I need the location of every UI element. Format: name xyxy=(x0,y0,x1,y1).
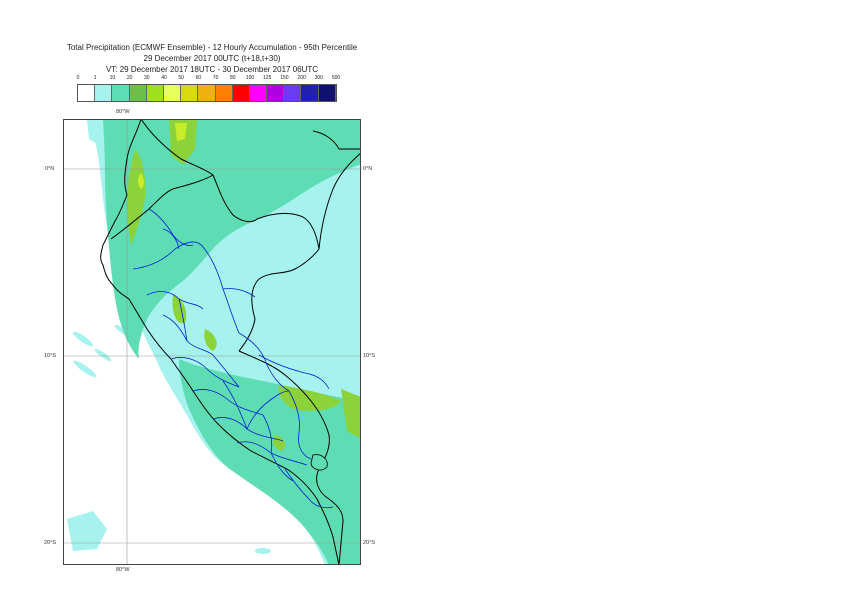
country-border-colombia-ecuador xyxy=(140,119,214,176)
legend-label: 200 xyxy=(297,75,306,81)
legend-label: 20 xyxy=(126,75,133,81)
country-border-venezuela xyxy=(312,130,361,150)
legend-swatch xyxy=(284,85,302,101)
precip-streak xyxy=(255,548,271,554)
chart-title: Total Precipitation (ECMWF Ensemble) - 1… xyxy=(66,43,358,52)
legend-label: 10 xyxy=(109,75,116,81)
legend-swatch xyxy=(163,85,182,101)
legend-label: 500 xyxy=(331,75,341,81)
precip-area-20-30mm xyxy=(204,329,217,351)
lon-label-top: 80°W xyxy=(116,109,130,115)
country-border-peru-brazil xyxy=(238,350,330,436)
country-border-ecuador-south xyxy=(110,174,214,240)
country-border-ecuador-peru xyxy=(212,174,320,352)
run-time-subtitle: 29 December 2017 00UTC (t+18,t+30) xyxy=(143,54,281,63)
coastline xyxy=(100,119,340,565)
precip-streak xyxy=(73,331,93,347)
legend-label: 30 xyxy=(144,75,150,81)
legend-label: 150 xyxy=(280,75,289,81)
precipitation-map xyxy=(63,119,361,565)
legend-swatch xyxy=(78,85,96,101)
legend-swatch xyxy=(146,85,164,101)
legend-label: 300 xyxy=(314,75,323,81)
lat-label-left-10s: 10°S xyxy=(44,353,56,359)
legend-swatch xyxy=(198,85,216,101)
legend-labels: 0 1 10 20 30 40 50 60 70 80 100 125 150 200 300 500 xyxy=(0,75,842,85)
legend-swatch xyxy=(232,85,250,101)
map-frame xyxy=(63,119,361,565)
lat-label-left-0: 0°N xyxy=(45,166,55,172)
legend-swatch xyxy=(95,85,113,101)
valid-time-subtitle: VT: 29 December 2017 18UTC - 30 December… xyxy=(105,65,319,74)
legend-label: 40 xyxy=(161,75,167,81)
precip-streak xyxy=(94,348,112,362)
lat-label-left-20s: 20°S xyxy=(44,540,56,546)
legend-label: 50 xyxy=(178,75,184,81)
precip-area-10-20mm xyxy=(103,119,361,359)
legend-label: 80 xyxy=(230,75,236,81)
lon-label-bottom: 80°W xyxy=(116,567,130,573)
legend-label: 60 xyxy=(195,75,202,81)
precip-area-30-40mm xyxy=(175,123,187,141)
regional-boundaries xyxy=(132,208,334,509)
country-border-colombia-brazil xyxy=(318,152,361,250)
lake-titicaca xyxy=(310,454,328,471)
legend-label: 1 xyxy=(93,75,97,81)
lat-label-right-0: 0°N xyxy=(363,166,373,172)
precip-streak xyxy=(73,360,97,378)
lat-label-right-10s: 10°S xyxy=(363,353,375,359)
precip-area-20-30mm xyxy=(127,149,146,245)
precip-area-20-30mm xyxy=(341,389,361,439)
precip-area-20-30mm xyxy=(278,385,341,411)
precip-offshore-patch xyxy=(67,511,107,551)
legend-swatch xyxy=(318,85,336,101)
legend-label: 0 xyxy=(76,75,80,81)
color-legend xyxy=(77,84,337,102)
legend-swatch xyxy=(215,85,233,101)
legend-swatch xyxy=(267,85,285,101)
country-border-peru-bolivia xyxy=(316,434,344,565)
legend-label: 70 xyxy=(212,75,219,81)
legend-swatch xyxy=(129,85,147,101)
legend-swatch xyxy=(181,85,199,101)
legend-label: 100 xyxy=(245,75,255,81)
precip-area-30-40mm xyxy=(138,173,144,189)
legend-label: 125 xyxy=(263,75,272,81)
lat-label-right-20s: 20°S xyxy=(363,540,375,546)
legend-swatch xyxy=(249,85,268,101)
legend-swatch xyxy=(112,85,130,101)
legend-swatch xyxy=(301,85,319,101)
